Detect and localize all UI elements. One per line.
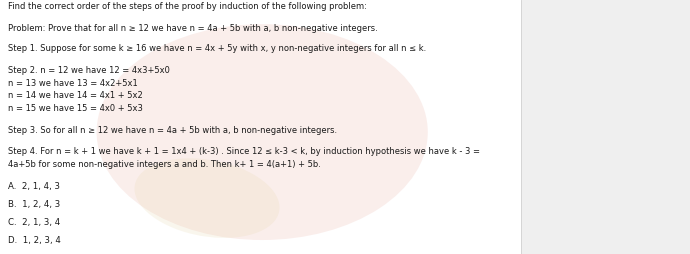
Text: Find the correct order of the steps of the proof by induction of the following p: Find the correct order of the steps of t… [8,3,367,11]
Text: A.  2, 1, 4, 3: A. 2, 1, 4, 3 [8,182,60,191]
Text: Problem: Prove that for all n ≥ 12 we have n = 4a + 5b with a, b non-negative in: Problem: Prove that for all n ≥ 12 we ha… [8,24,378,33]
Text: n = 15 we have 15 = 4x0 + 5x3: n = 15 we have 15 = 4x0 + 5x3 [8,104,143,113]
Ellipse shape [97,24,428,240]
FancyBboxPatch shape [521,0,690,254]
Text: n = 13 we have 13 = 4x2+5x1: n = 13 we have 13 = 4x2+5x1 [8,79,138,88]
Text: D.  1, 2, 3, 4: D. 1, 2, 3, 4 [8,236,61,245]
Text: Step 4. For n = k + 1 we have k + 1 = 1x4 + (k-3) . Since 12 ≤ k-3 < k, by induc: Step 4. For n = k + 1 we have k + 1 = 1x… [8,147,480,156]
Ellipse shape [135,158,279,238]
Text: Step 3. So for all n ≥ 12 we have n = 4a + 5b with a, b non-negative integers.: Step 3. So for all n ≥ 12 we have n = 4a… [8,126,337,135]
Text: Step 2. n = 12 we have 12 = 4x3+5x0: Step 2. n = 12 we have 12 = 4x3+5x0 [8,66,170,75]
Text: 4a+5b for some non-negative integers a and b. Then k+ 1 = 4(a+1) + 5b.: 4a+5b for some non-negative integers a a… [8,160,321,169]
Text: n = 14 we have 14 = 4x1 + 5x2: n = 14 we have 14 = 4x1 + 5x2 [8,91,143,100]
Text: C.  2, 1, 3, 4: C. 2, 1, 3, 4 [8,218,61,227]
Text: Step 1. Suppose for some k ≥ 16 we have n = 4x + 5y with x, y non-negative integ: Step 1. Suppose for some k ≥ 16 we have … [8,44,426,53]
Text: B.  1, 2, 4, 3: B. 1, 2, 4, 3 [8,200,61,209]
